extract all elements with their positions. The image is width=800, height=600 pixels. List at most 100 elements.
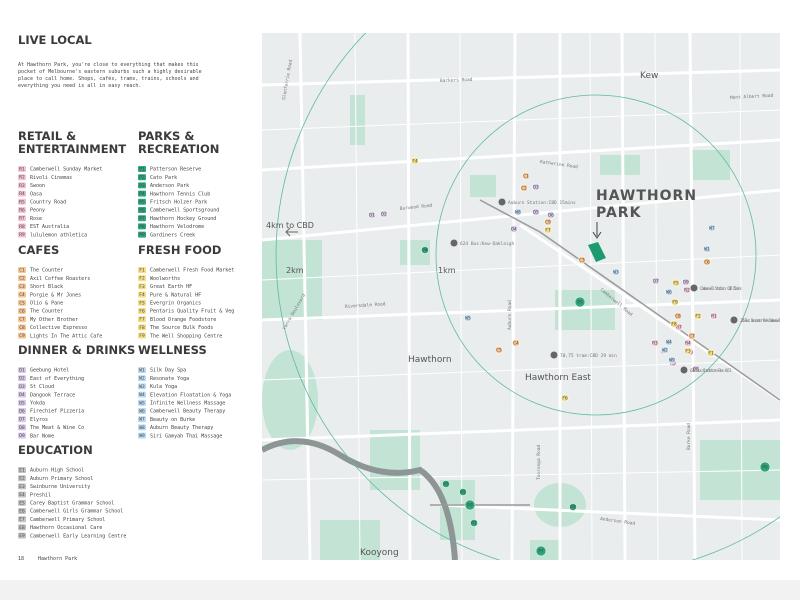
- legend-code: D9: [19, 433, 25, 439]
- legend-code: P6: [139, 208, 145, 214]
- map-marker: [464, 499, 476, 511]
- legend-name: East of Everything: [30, 376, 84, 382]
- map-marker-code: D3: [533, 185, 539, 191]
- map-marker: [670, 320, 678, 328]
- section-heading: CAFES: [18, 243, 59, 257]
- section-heading: RETAIL &: [18, 129, 76, 143]
- legend-badge: [138, 267, 146, 273]
- radius-2km: [275, 33, 780, 560]
- legend-name: Carey Baptist Grammar School: [30, 501, 114, 507]
- legend-name: EST Australia: [30, 224, 69, 230]
- legend-name: Hawthorn Tennis Club: [150, 191, 210, 197]
- roads: [262, 33, 780, 560]
- map-marker-code: P8: [570, 505, 576, 511]
- map-marker-code: C3: [579, 258, 585, 264]
- map-marker-code: W3: [613, 270, 619, 276]
- legend-name: Camberwell Girls Grammar School: [30, 509, 123, 515]
- legend-code: P9: [139, 232, 145, 238]
- development-name: HAWTHORN: [596, 188, 697, 204]
- map-marker-code: W8: [515, 210, 521, 216]
- legend-badge: [18, 416, 26, 423]
- minor-roads: [262, 33, 780, 560]
- legend-name: Camberwell Sunday Market: [30, 167, 102, 173]
- legend-badge: [18, 324, 26, 331]
- legend-code: D1: [19, 368, 25, 374]
- map-marker: [692, 365, 700, 373]
- legend-badge: [18, 375, 26, 382]
- legend-badge: [18, 267, 26, 273]
- legend-badge: [138, 166, 146, 172]
- legend-badge: [18, 198, 26, 205]
- section-heading: DINNER & DRINKS: [18, 343, 135, 357]
- map-marker: [683, 286, 691, 294]
- map-marker: [574, 296, 586, 308]
- legend-name: Hawthorn Velodrome: [150, 224, 204, 230]
- legend-code: P3: [139, 183, 145, 189]
- map-marker: [661, 346, 669, 354]
- legend-code: F7: [139, 317, 145, 323]
- legend-name: Axil Coffee Roasters: [30, 276, 90, 282]
- map-marker-code: F3: [685, 349, 691, 355]
- legend-badge: [138, 367, 146, 373]
- legend-code: E1: [19, 468, 25, 474]
- legend-code: P2: [139, 175, 145, 181]
- legend-badge: [18, 275, 26, 282]
- map-marker-code: P4: [422, 248, 428, 254]
- map-marker-code: D6: [548, 213, 554, 219]
- map-marker-code: P9: [467, 503, 473, 509]
- page-edge: [0, 580, 800, 600]
- legend-name: Camberwell Sportsground: [150, 208, 219, 214]
- intro-line: At Hawthorn Park, you're close to everyt…: [18, 62, 199, 68]
- legend-badge: [138, 391, 146, 398]
- legend-badge: [18, 491, 26, 498]
- map-marker-code: W6: [666, 290, 672, 296]
- legend-badge: [138, 316, 146, 323]
- legend-badge: [18, 524, 26, 531]
- legend-badge: [18, 215, 26, 222]
- map-marker-code: R3: [652, 341, 658, 347]
- road-name: Mont Albert Road: [730, 93, 774, 101]
- map-marker: [688, 332, 696, 340]
- legend-name: Auburn Beauty Therapy: [150, 425, 213, 431]
- legend-badge: [138, 231, 146, 238]
- legend-code: E3: [19, 484, 25, 490]
- legend-badge: [138, 215, 146, 222]
- legend-name: Camberwell Early Learning Centre: [30, 533, 126, 539]
- distance-label: 2km: [286, 266, 304, 275]
- map-marker: [707, 349, 715, 357]
- legend-name: Collective Espresso: [30, 325, 87, 331]
- legend-name: Great Earth HF: [150, 284, 192, 290]
- legend-badge: [18, 499, 26, 506]
- legend-code: C2: [19, 276, 25, 282]
- transit-label: 285 Bus: Doncaster Park-Camberwell: [740, 318, 782, 324]
- legend-code: D2: [19, 376, 25, 382]
- legend-name: Camberwell Fresh Food Market: [150, 268, 234, 274]
- legend-badge: [138, 324, 146, 331]
- map-marker-code: F7: [545, 228, 551, 234]
- legend-code: E8: [19, 525, 25, 531]
- legend-name: Bar Nome: [30, 433, 54, 439]
- legend-code: W3: [139, 384, 145, 390]
- map-marker-code: R1: [711, 314, 717, 320]
- legend-badge: [18, 182, 26, 189]
- suburb-name: Kooyong: [360, 548, 399, 558]
- legend-name: Siri Gamyah Thai Massage: [150, 433, 222, 439]
- legend-code: E6: [19, 509, 25, 515]
- legend-badge: [18, 467, 26, 473]
- legend-badge: [18, 483, 26, 490]
- legend-name: Geebung Hotel: [30, 368, 69, 374]
- legend-name: Cato Park: [150, 175, 177, 181]
- legend-name: Hawthorn Hockey Ground: [150, 216, 216, 222]
- section-heading: PARKS &: [138, 129, 194, 143]
- legend-code: R5: [19, 199, 25, 205]
- map-marker: [759, 461, 771, 473]
- legend-badge: [18, 391, 26, 398]
- map-marker-code: P3: [443, 482, 449, 488]
- legend-badge: [138, 223, 146, 230]
- legend-code: W7: [139, 417, 145, 423]
- map-marker-code: C2: [521, 186, 527, 192]
- map-marker-code: D7: [653, 279, 659, 285]
- map-marker: [421, 246, 429, 254]
- legend-code: W4: [139, 392, 145, 398]
- map-marker-code: P5: [577, 300, 583, 306]
